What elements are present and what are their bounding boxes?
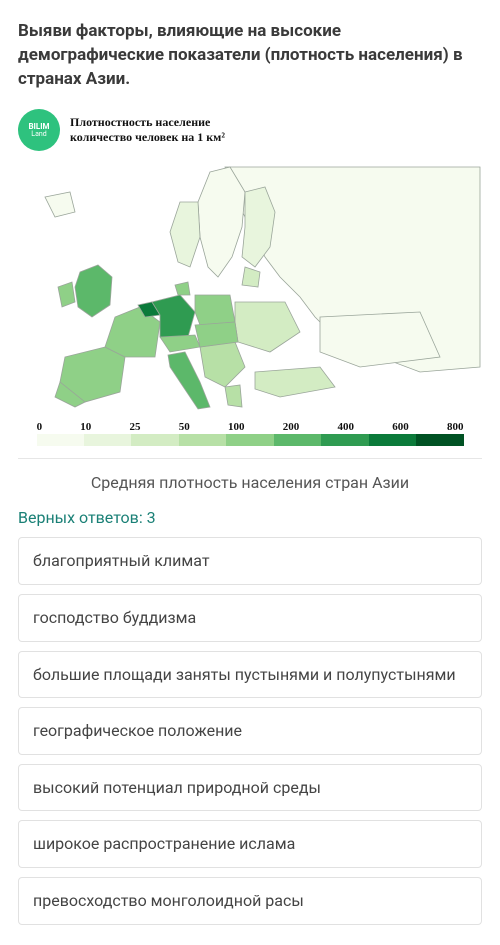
map-title-line2: количество человек на 1 км² [70, 130, 225, 146]
bilim-land-badge: BILIM Land [18, 109, 60, 151]
legend-val: 100 [228, 421, 245, 433]
legend-bar [37, 434, 464, 446]
legend-val: 10 [80, 421, 91, 433]
legend-seg [179, 434, 226, 446]
answer-option[interactable]: географическое положение [18, 707, 482, 755]
legend-seg [416, 434, 463, 446]
legend-val: 25 [130, 421, 141, 433]
badge-line2: Land [31, 131, 46, 138]
answer-option[interactable]: превосходство монголоидной расы [18, 877, 482, 925]
legend-seg [131, 434, 178, 446]
legend-seg [369, 434, 416, 446]
legend-labels: 0 10 25 50 100 200 400 600 800 [37, 421, 464, 433]
map-title-line1: Плотностность население [70, 115, 225, 131]
map-caption: Средняя плотность населения стран Азии [18, 473, 482, 492]
legend-val: 400 [337, 421, 354, 433]
legend-seg [274, 434, 321, 446]
divider [18, 458, 482, 459]
europe-density-map [18, 157, 482, 417]
legend-val: 50 [179, 421, 190, 433]
legend-val: 600 [392, 421, 409, 433]
answer-option[interactable]: благоприятный климат [18, 537, 482, 585]
legend-seg [321, 434, 368, 446]
legend-seg [37, 434, 84, 446]
legend-seg [84, 434, 131, 446]
answer-option[interactable]: большие площади заняты пустынями и полуп… [18, 651, 482, 699]
map-legend: 0 10 25 50 100 200 400 600 800 [18, 421, 482, 446]
legend-val: 200 [283, 421, 300, 433]
map-title: Плотностность население количество челов… [70, 115, 225, 146]
correct-answers-hint: Верных ответов: 3 [18, 508, 482, 527]
map-infographic: BILIM Land Плотностность население колич… [18, 109, 482, 446]
answer-option[interactable]: господство буддизма [18, 594, 482, 642]
answer-option[interactable]: высокий потенциал природной среды [18, 764, 482, 812]
legend-val: 800 [447, 421, 464, 433]
answer-list: благоприятный климат господство буддизма… [18, 537, 482, 924]
legend-seg [226, 434, 273, 446]
legend-val: 0 [37, 421, 43, 433]
question-title: Выяви факторы, влияющие на высокие демог… [18, 20, 482, 91]
answer-option[interactable]: широкое распространение ислама [18, 820, 482, 868]
